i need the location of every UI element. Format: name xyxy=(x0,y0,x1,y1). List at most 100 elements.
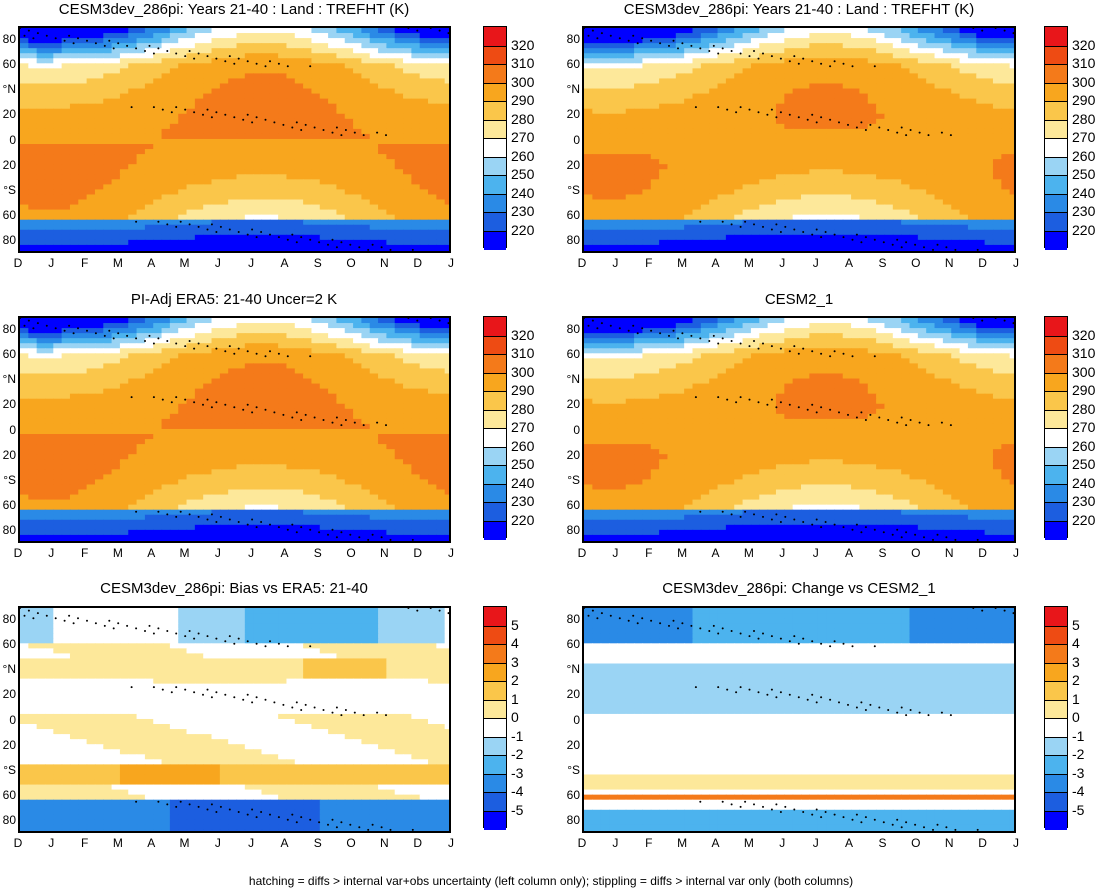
heatmap-cell xyxy=(361,138,371,145)
heatmap-cell xyxy=(411,179,421,185)
heatmap-cell xyxy=(203,174,213,180)
heatmap-cell xyxy=(859,63,869,69)
heatmap-cell xyxy=(169,239,179,246)
heatmap-cell xyxy=(286,229,296,236)
heatmap-cell xyxy=(592,219,602,226)
heatmap-cell xyxy=(336,98,346,105)
heatmap-cell xyxy=(700,123,710,130)
heatmap-cell xyxy=(750,244,760,251)
heatmap-cell xyxy=(44,88,54,95)
heatmap-cell xyxy=(269,154,279,160)
heatmap-cell xyxy=(801,159,810,165)
heatmap-cell xyxy=(361,164,371,170)
heatmap-cell xyxy=(650,48,660,54)
heatmap-cell xyxy=(684,53,694,59)
heatmap-cell xyxy=(909,249,919,251)
heatmap-cell xyxy=(976,123,986,130)
heatmap-cell xyxy=(867,224,877,231)
stipple-dot xyxy=(820,62,823,65)
heatmap-cell xyxy=(144,174,154,180)
heatmap-cell xyxy=(203,68,213,74)
heatmap-cell xyxy=(901,234,911,241)
heatmap-cell xyxy=(194,219,204,226)
heatmap-cell xyxy=(892,28,902,34)
heatmap-cell xyxy=(826,189,835,196)
heatmap-cell xyxy=(336,113,346,120)
heatmap-cell xyxy=(186,68,196,74)
heatmap-cell xyxy=(169,159,179,165)
heatmap-cell xyxy=(286,103,296,110)
heatmap-cell xyxy=(178,53,188,59)
heatmap-cell xyxy=(667,113,677,120)
heatmap-cell xyxy=(650,33,660,39)
heatmap-cell xyxy=(153,128,163,135)
heatmap-cell xyxy=(592,189,602,196)
heatmap-cell xyxy=(1001,224,1011,231)
heatmap-cell xyxy=(592,204,602,211)
heatmap-cell xyxy=(211,128,221,135)
stipple-dot xyxy=(905,241,908,244)
heatmap-cell xyxy=(119,103,129,110)
heatmap-cell xyxy=(934,214,944,221)
heatmap-cell xyxy=(353,224,363,231)
heatmap-cell xyxy=(178,28,188,34)
heatmap-cell xyxy=(436,68,446,74)
heatmap-cell xyxy=(901,103,911,110)
heatmap-cell xyxy=(328,164,338,170)
heatmap-cell xyxy=(901,204,911,211)
heatmap-cell xyxy=(842,103,852,110)
heatmap-cell xyxy=(634,53,644,59)
heatmap-cell xyxy=(742,229,752,236)
heatmap-cell xyxy=(428,123,437,130)
heatmap-cell xyxy=(967,224,977,231)
heatmap-cell xyxy=(419,169,429,175)
heatmap-cell xyxy=(94,174,104,180)
heatmap-cell xyxy=(444,229,449,236)
heatmap-cell xyxy=(44,154,54,160)
heatmap-cell xyxy=(303,58,313,64)
heatmap-cell xyxy=(767,144,777,150)
heatmap-cell xyxy=(684,83,694,90)
heatmap-cell xyxy=(650,204,660,211)
heatmap-cell xyxy=(817,123,827,130)
heatmap-cell xyxy=(992,53,1002,59)
heatmap-cell xyxy=(178,229,188,236)
heatmap-cell xyxy=(742,98,752,105)
heatmap-cell xyxy=(211,53,221,59)
heatmap-cell xyxy=(219,48,229,54)
heatmap-cell xyxy=(278,169,288,175)
heatmap-cell xyxy=(934,28,944,34)
heatmap-cell xyxy=(592,179,602,185)
heatmap-plot-area xyxy=(18,26,451,253)
heatmap-cell xyxy=(419,108,429,115)
heatmap-cell xyxy=(826,149,835,155)
heatmap-cell xyxy=(328,174,338,180)
heatmap-cell xyxy=(617,78,627,85)
heatmap-cell xyxy=(709,249,719,251)
heatmap-cell xyxy=(1009,53,1014,59)
heatmap-cell xyxy=(428,249,437,251)
heatmap-cell xyxy=(1009,103,1014,110)
heatmap-cell xyxy=(926,78,936,85)
heatmap-cell xyxy=(178,184,188,191)
heatmap-cell xyxy=(403,78,412,85)
heatmap-cell xyxy=(734,194,744,201)
heatmap-cell xyxy=(584,83,593,90)
heatmap-cell xyxy=(53,78,63,85)
heatmap-cell xyxy=(36,83,46,90)
heatmap-cell xyxy=(286,144,296,150)
heatmap-cell xyxy=(659,234,669,241)
heatmap-cell xyxy=(834,78,844,85)
heatmap-cell xyxy=(984,83,994,90)
heatmap-cell xyxy=(959,154,969,160)
heatmap-cell xyxy=(278,249,288,251)
heatmap-cell xyxy=(419,93,429,100)
heatmap-cell xyxy=(809,28,819,34)
heatmap-cell xyxy=(917,154,927,160)
heatmap-cell xyxy=(403,184,412,191)
heatmap-cell xyxy=(617,244,627,251)
heatmap-cell xyxy=(311,164,321,170)
heatmap-cell xyxy=(119,179,129,185)
heatmap-cell xyxy=(103,83,113,90)
heatmap-cell xyxy=(20,174,29,180)
